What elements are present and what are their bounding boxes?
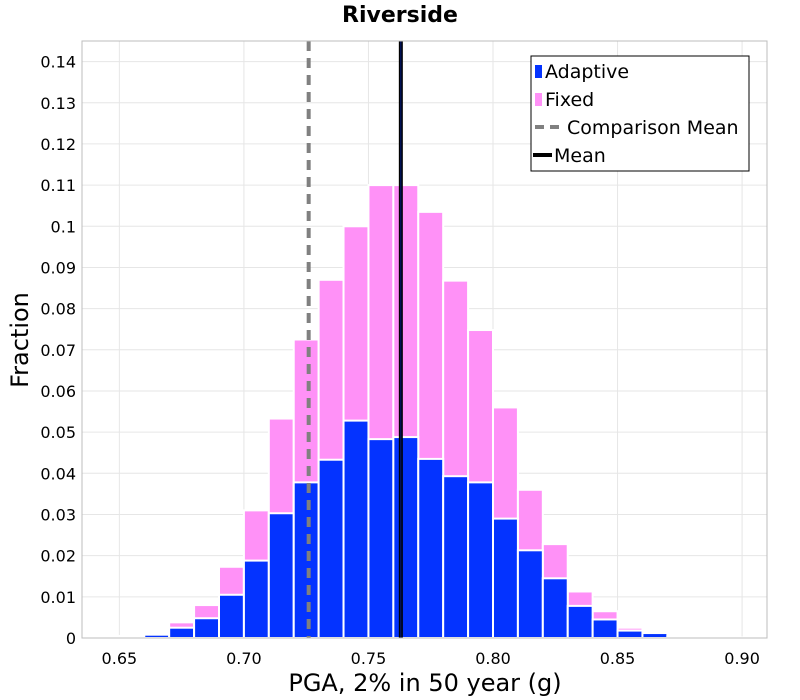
x-axis-title: PGA, 2% in 50 year (g)	[288, 669, 561, 697]
bar-adaptive	[193, 617, 221, 640]
mean-lines	[306, 41, 403, 638]
bar-adaptive	[641, 632, 669, 640]
x-axis-ticks: 0.65 0.70 0.75 0.80 0.85 0.90	[102, 649, 760, 668]
y-tick-label: 0	[66, 629, 76, 648]
legend-label-comparison-mean: Comparison Mean	[567, 117, 739, 139]
y-tick-label: 0.13	[40, 94, 76, 113]
bar-adaptive	[242, 559, 270, 640]
x-tick-label: 0.85	[600, 649, 636, 668]
y-tick-label: 0.08	[40, 300, 76, 319]
y-tick-label: 0.12	[40, 135, 76, 154]
legend-swatch-adaptive	[535, 65, 542, 78]
y-tick-label: 0.06	[40, 382, 76, 401]
legend-label-fixed: Fixed	[545, 89, 594, 111]
y-axis-ticks: 0 0.01 0.02 0.03 0.04 0.05 0.06 0.07 0.08 0.09 0.1…	[40, 53, 76, 648]
bar-adaptive	[267, 512, 295, 639]
bar-adaptive	[342, 419, 370, 639]
bar-adaptive	[492, 517, 519, 639]
y-tick-label: 0.03	[40, 505, 76, 524]
bar-adaptive	[467, 481, 495, 640]
x-tick-label: 0.75	[351, 649, 387, 668]
bar-adaptive	[541, 577, 569, 639]
y-tick-label: 0.09	[40, 258, 76, 277]
bars	[93, 184, 744, 640]
x-tick-label: 0.65	[102, 649, 138, 668]
legend-label-adaptive: Adaptive	[545, 61, 629, 83]
legend-label-mean: Mean	[554, 145, 606, 167]
bar-adaptive	[317, 458, 345, 639]
bar-adaptive	[367, 438, 395, 639]
bar-adaptive	[516, 549, 544, 639]
y-tick-label: 0.04	[40, 464, 76, 483]
legend-box	[530, 55, 750, 172]
y-tick-label: 0.07	[40, 341, 76, 360]
bar-adaptive	[168, 626, 196, 640]
plot-frame	[81, 40, 768, 639]
bar-adaptive	[218, 593, 245, 640]
y-tick-label: 0.1	[51, 217, 76, 236]
x-tick-label: 0.90	[724, 649, 760, 668]
y-tick-label: 0.01	[40, 588, 76, 607]
legend-swatch-fixed	[535, 93, 542, 106]
x-tick-label: 0.70	[226, 649, 262, 668]
bar-adaptive	[616, 629, 644, 640]
chart-title: Riverside	[342, 3, 458, 28]
bar-adaptive	[566, 604, 594, 639]
bar-adaptive	[591, 618, 619, 639]
bar-adaptive	[292, 481, 320, 640]
y-tick-label: 0.11	[40, 176, 76, 195]
y-axis-title: Fraction	[6, 292, 34, 388]
legend: Adaptive Fixed Comparison Mean Mean	[530, 55, 750, 172]
bar-adaptive	[392, 436, 420, 639]
bar-adaptive	[417, 457, 445, 639]
bar-adaptive	[442, 475, 470, 639]
x-tick-label: 0.80	[475, 649, 511, 668]
y-tick-label: 0.14	[40, 53, 76, 72]
y-tick-label: 0.05	[40, 423, 76, 442]
y-tick-label: 0.02	[40, 547, 76, 566]
